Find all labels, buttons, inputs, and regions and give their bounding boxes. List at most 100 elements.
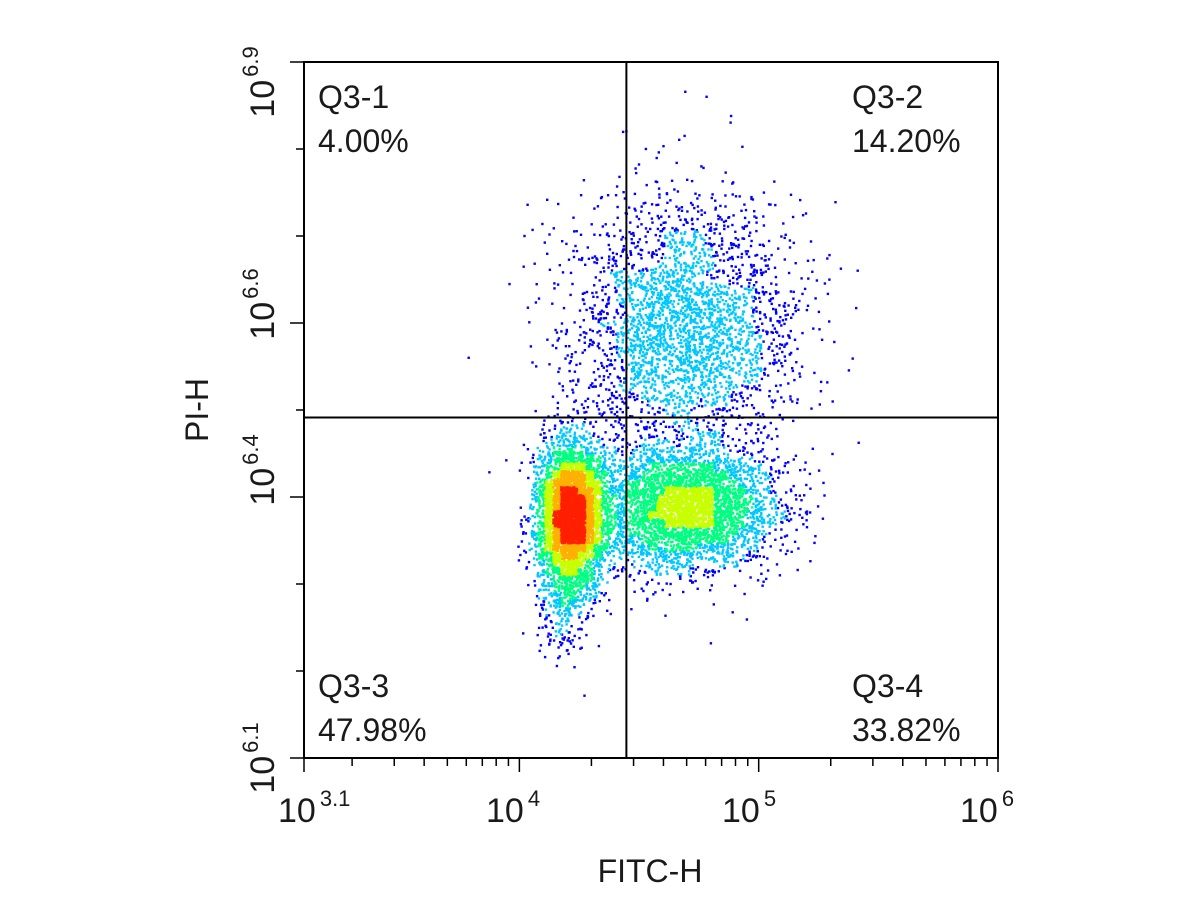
event-point: [599, 270, 602, 274]
event-point: [660, 323, 663, 327]
event-point: [629, 345, 633, 348]
event-point: [751, 472, 754, 475]
event-point: [738, 478, 741, 481]
event-point: [721, 180, 724, 183]
event-point: [720, 385, 723, 388]
event-point: [696, 543, 700, 547]
event-point: [701, 316, 704, 320]
event-point: [645, 550, 649, 554]
event-point: [817, 310, 821, 314]
event-point: [561, 240, 564, 243]
event-point: [669, 199, 672, 202]
event-point: [623, 465, 627, 468]
event-point: [683, 452, 686, 455]
event-point: [611, 264, 614, 267]
event-point: [621, 367, 624, 370]
event-point: [709, 316, 712, 320]
event-point: [651, 256, 654, 259]
event-point: [581, 292, 585, 295]
event-point: [720, 218, 723, 221]
event-point: [727, 385, 731, 388]
event-point: [771, 297, 775, 300]
event-point: [580, 646, 583, 649]
event-point: [760, 273, 763, 277]
event-point: [618, 556, 621, 559]
event-point: [744, 385, 747, 388]
event-point: [679, 309, 683, 312]
event-point: [615, 541, 618, 545]
event-point: [700, 398, 703, 401]
event-point: [722, 342, 725, 345]
event-point: [768, 525, 771, 528]
event-point: [702, 348, 705, 351]
event-point: [731, 257, 734, 261]
event-point: [636, 547, 640, 550]
event-point: [774, 310, 778, 313]
event-point: [650, 345, 653, 349]
event-point: [730, 338, 733, 341]
event-point: [696, 289, 699, 292]
event-point: [622, 191, 625, 194]
event-point: [730, 353, 733, 357]
event-point: [701, 431, 705, 434]
event-point: [701, 381, 704, 385]
event-point: [559, 444, 562, 448]
event-point: [774, 384, 778, 387]
event-point: [586, 584, 589, 587]
event-point: [575, 440, 578, 443]
event-point: [689, 307, 692, 310]
event-point: [594, 585, 598, 588]
event-point: [630, 534, 634, 537]
event-point: [724, 219, 728, 223]
event-point: [637, 372, 640, 375]
event-point: [555, 598, 559, 602]
event-point: [542, 600, 545, 603]
event-point: [704, 557, 708, 560]
event-point: [666, 306, 669, 310]
event-point: [550, 435, 553, 439]
event-point: [621, 235, 624, 239]
event-point: [731, 467, 734, 471]
event-point: [601, 349, 605, 352]
event-point: [607, 571, 610, 574]
event-point: [703, 395, 706, 399]
event-point: [728, 375, 731, 378]
event-point: [737, 332, 740, 335]
event-point: [636, 338, 639, 341]
event-point: [679, 278, 683, 281]
event-point: [542, 570, 545, 574]
event-point: [649, 288, 652, 291]
event-point: [616, 478, 619, 481]
event-point: [700, 355, 703, 358]
event-point: [722, 462, 726, 465]
event-point: [726, 542, 730, 545]
event-point: [669, 299, 673, 303]
event-point: [714, 545, 717, 548]
event-point: [694, 428, 698, 431]
event-point: [690, 250, 693, 254]
event-point: [743, 374, 747, 378]
event-point: [565, 623, 568, 626]
event-point: [607, 554, 610, 557]
event-point: [754, 368, 757, 371]
event-point: [693, 407, 696, 410]
event-point: [716, 458, 719, 461]
event-point: [713, 466, 716, 470]
event-point: [621, 338, 624, 341]
event-point: [717, 431, 721, 435]
event-point: [648, 436, 651, 439]
event-point: [632, 455, 635, 458]
event-point: [689, 201, 693, 205]
event-point: [760, 533, 764, 536]
event-point: [604, 464, 607, 467]
event-point: [617, 534, 620, 537]
event-point: [693, 368, 696, 371]
event-point: [654, 553, 657, 557]
event-point: [619, 521, 622, 524]
event-point: [808, 511, 812, 514]
event-point: [642, 299, 645, 302]
event-point: [789, 398, 792, 401]
event-point: [587, 587, 590, 591]
event-point: [667, 215, 671, 218]
event-point: [648, 404, 651, 407]
